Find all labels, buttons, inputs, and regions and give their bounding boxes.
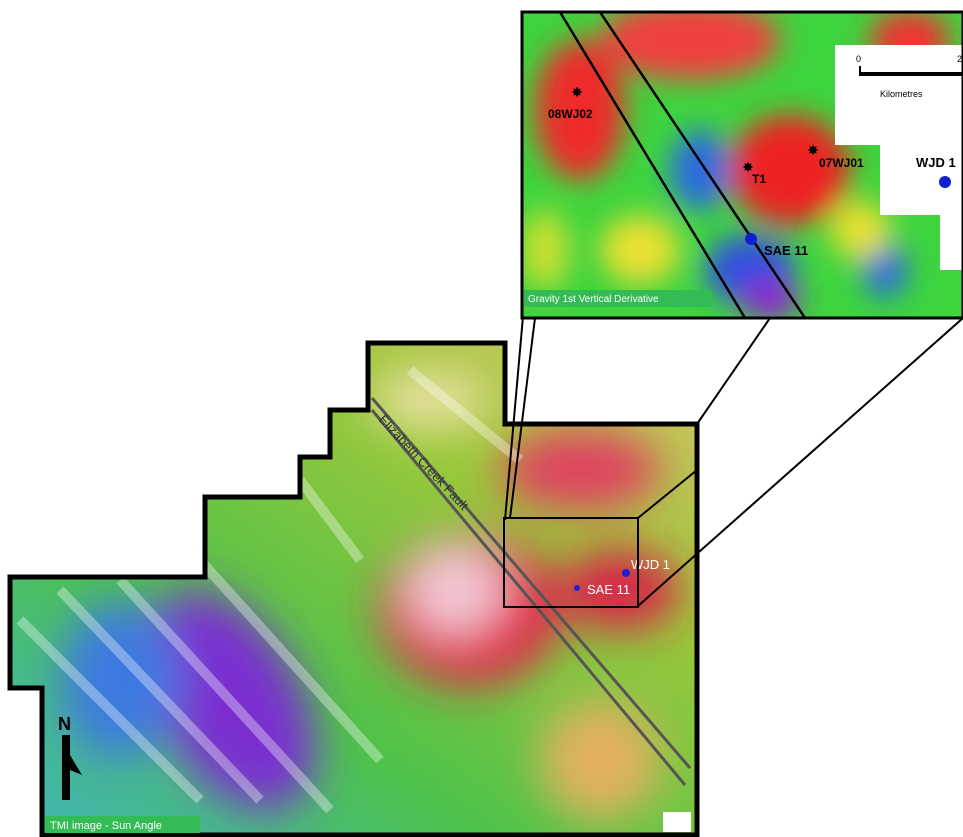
drillhole (622, 569, 630, 577)
scale-unit: Kilometres (880, 89, 923, 99)
drillhole-marker: ✸ (742, 159, 754, 175)
drillhole-marker: ✸ (807, 142, 819, 158)
map-outline (7, 340, 700, 837)
map-title: TMI image - Sun Angle (50, 820, 162, 832)
drillhole (939, 176, 951, 188)
inset-title: Gravity 1st Vertical Derivative (528, 294, 659, 305)
drillhole-label: WJD 1 (916, 155, 956, 170)
scale-label: 2 (957, 54, 962, 64)
zoom-lines (504, 304, 963, 607)
drillhole-label: T1 (752, 172, 766, 186)
title-box (45, 816, 200, 833)
title-box (524, 290, 712, 307)
inset-frame (520, 10, 963, 320)
north-arrow (70, 755, 82, 775)
scale-label: 0 (856, 54, 861, 64)
north-arrow (62, 735, 70, 800)
fault-line (370, 409, 687, 786)
drillhole (574, 585, 580, 591)
zoom-box (503, 517, 639, 608)
drillhole (745, 233, 757, 245)
drillhole-label: SAE 11 (764, 243, 808, 258)
north-label: N (58, 714, 71, 734)
drillhole-label: 07WJ01 (819, 156, 864, 170)
fault-line (370, 397, 692, 769)
drillhole-marker: ✸ (571, 84, 583, 100)
gravity-image (522, 12, 963, 318)
blank (663, 812, 691, 832)
drillhole-label: SAE 11 (587, 582, 630, 597)
drillhole-label: WJD 1 (631, 557, 670, 572)
drillhole-label: 08WJ02 (548, 107, 593, 121)
